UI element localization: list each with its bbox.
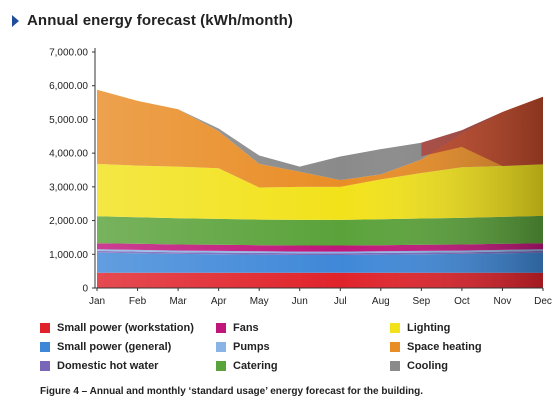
y-tick-label: 5,000.00 xyxy=(49,115,88,126)
legend-swatch xyxy=(216,323,226,333)
y-tick-label: 7,000.00 xyxy=(49,48,88,59)
legend-label: Cooling xyxy=(407,360,448,372)
legend-swatch xyxy=(40,361,50,371)
x-tick-label: Dec xyxy=(534,296,552,307)
legend-swatch xyxy=(216,361,226,371)
y-tick-label: 0 xyxy=(82,284,88,295)
x-tick-label: Jul xyxy=(334,296,347,307)
legend-swatch xyxy=(40,323,50,333)
x-tick-label: Oct xyxy=(454,296,470,307)
legend-item: Domestic hot water xyxy=(40,360,158,372)
legend-label: Lighting xyxy=(407,322,451,334)
legend-label: Small power (general) xyxy=(57,341,172,353)
chart-header: Annual energy forecast (kWh/month) xyxy=(12,12,293,29)
x-tick-label: Feb xyxy=(129,296,147,307)
legend-label: Pumps xyxy=(233,341,270,353)
legend-label: Domestic hot water xyxy=(57,360,159,372)
legend-label: Small power (workstation) xyxy=(57,322,194,334)
x-tick-label: Apr xyxy=(211,296,227,307)
x-tick-label: Jan xyxy=(89,296,105,307)
x-tick-label: Nov xyxy=(494,296,512,307)
chevron-right-icon xyxy=(12,14,19,27)
legend-item: Cooling xyxy=(390,360,448,372)
legend-label: Catering xyxy=(233,360,278,372)
legend-item: Fans xyxy=(216,322,259,334)
legend-item: Pumps xyxy=(216,341,270,353)
legend-item: Small power (workstation) xyxy=(40,322,194,334)
x-tick-label: May xyxy=(250,296,269,307)
y-tick-label: 3,000.00 xyxy=(49,182,88,193)
x-tick-label: Aug xyxy=(372,296,390,307)
figure-caption: Figure 4 – Annual and monthly ‘standard … xyxy=(40,386,424,397)
y-tick-label: 4,000.00 xyxy=(49,149,88,160)
y-tick-label: 1,000.00 xyxy=(49,250,88,261)
legend-item: Catering xyxy=(216,360,278,372)
legend-swatch xyxy=(40,342,50,352)
legend-swatch xyxy=(216,342,226,352)
y-tick-label: 6,000.00 xyxy=(49,81,88,92)
legend-swatch xyxy=(390,342,400,352)
stacked-area-chart: 0 1,000.00 2,000.00 3,000.00 4,000.00 5,000.0… xyxy=(49,48,552,308)
legend-item: Small power (general) xyxy=(40,341,171,353)
y-tick-label: 2,000.00 xyxy=(49,216,88,227)
x-tick-label: Mar xyxy=(169,296,187,307)
legend-swatch xyxy=(390,361,400,371)
legend-item: Lighting xyxy=(390,322,450,334)
chart-title: Annual energy forecast (kWh/month) xyxy=(27,12,293,29)
x-tick-label: Jun xyxy=(292,296,308,307)
area-shading xyxy=(97,89,543,288)
x-tick-label: Sep xyxy=(412,296,430,307)
legend-swatch xyxy=(390,323,400,333)
legend-label: Space heating xyxy=(407,341,482,353)
legend-item: Space heating xyxy=(390,341,482,353)
legend-label: Fans xyxy=(233,322,259,334)
